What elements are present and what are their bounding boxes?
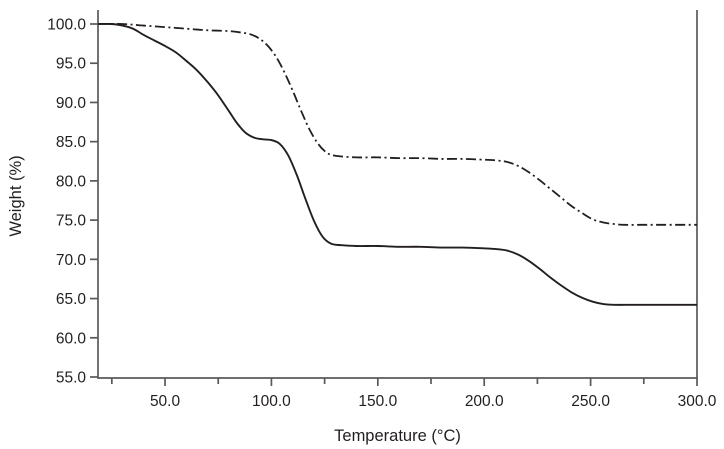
y-tick-label: 80.0 [56, 173, 87, 190]
y-tick-label: 65.0 [56, 291, 87, 308]
y-tick-label: 95.0 [56, 56, 87, 73]
x-tick-label: 150.0 [358, 393, 397, 410]
y-tick-label: 100.0 [47, 17, 86, 34]
y-axis-title: Weight (%) [7, 155, 25, 236]
y-tick-label: 90.0 [56, 95, 87, 112]
y-tick-label: 55.0 [56, 370, 87, 387]
y-tick-label: 70.0 [56, 252, 87, 269]
x-tick-label: 50.0 [150, 393, 181, 410]
x-axis-title: Temperature (°C) [334, 427, 461, 445]
x-tick-label: 250.0 [571, 393, 610, 410]
x-tick-label: 300.0 [678, 393, 717, 410]
series-sample-2-dash-dot-curve [97, 22, 697, 226]
x-tick-label: 200.0 [465, 393, 504, 410]
y-tick-label: 60.0 [56, 330, 87, 347]
y-tick-label: 85.0 [56, 134, 87, 151]
series-sample-1-solid-curve [97, 22, 697, 306]
y-tick-label: 75.0 [56, 213, 87, 230]
x-tick-label: 100.0 [252, 393, 291, 410]
